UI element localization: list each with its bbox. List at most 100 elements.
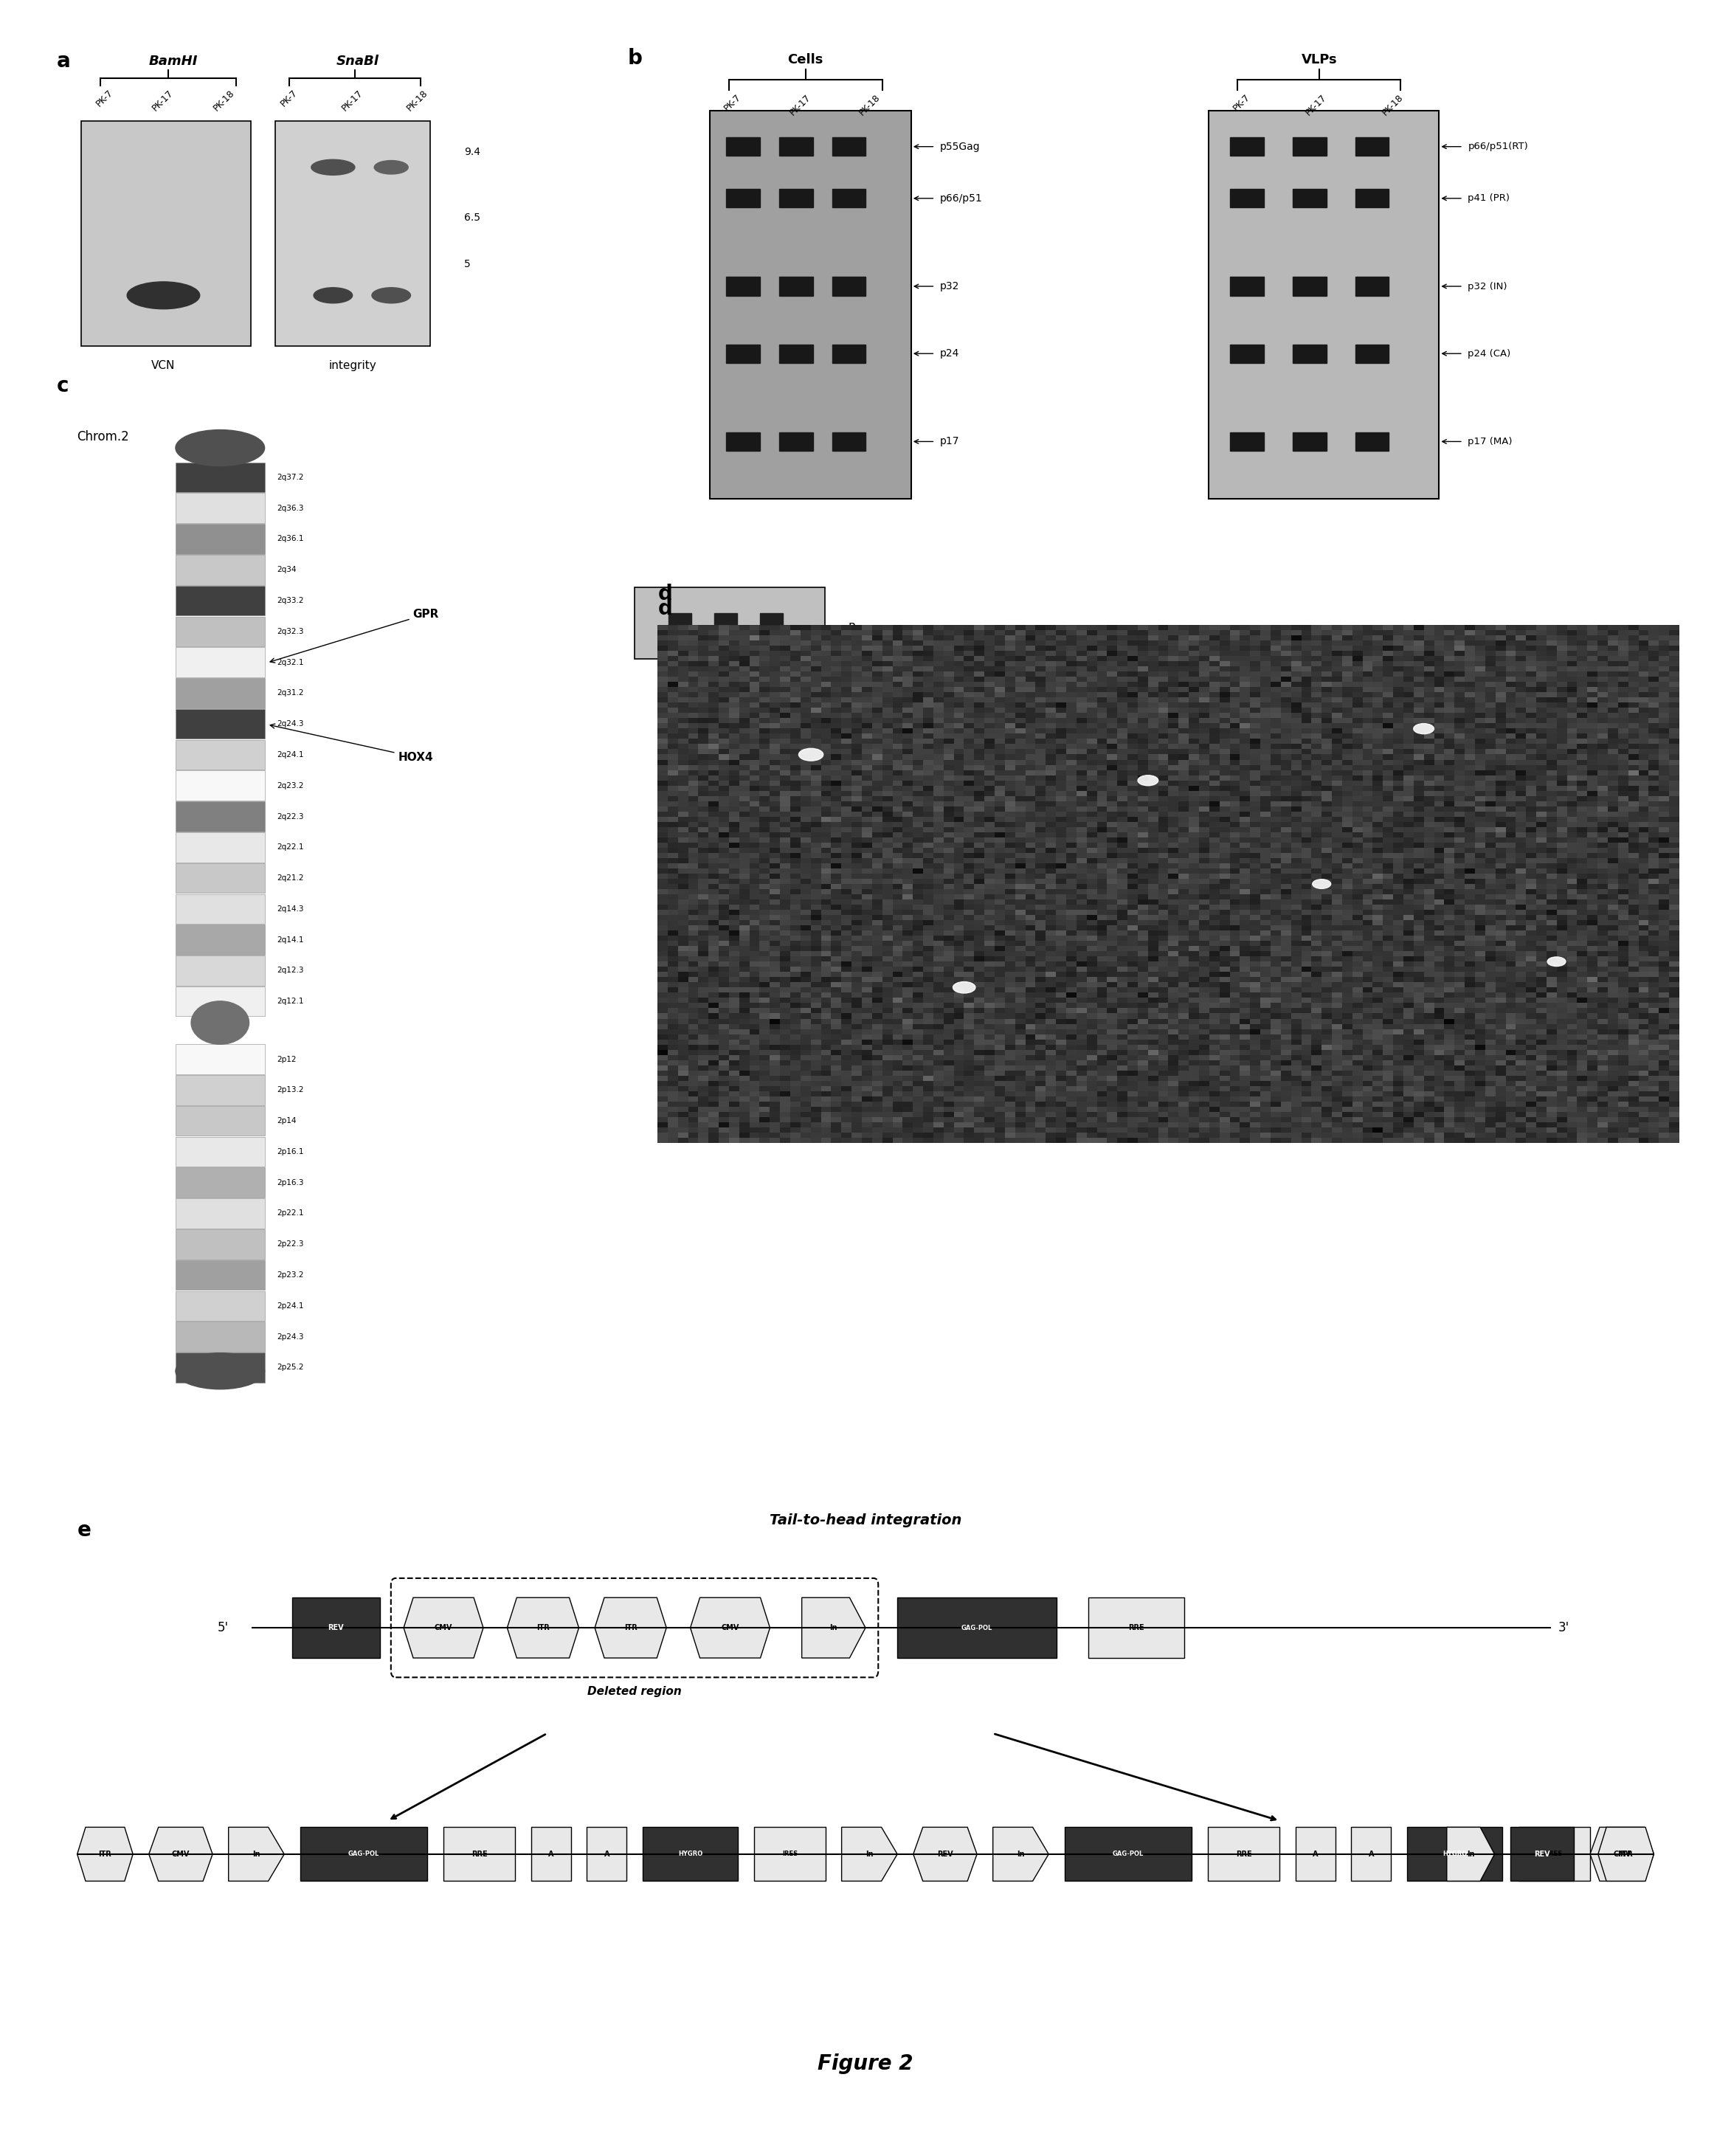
Text: PK-17: PK-17: [339, 88, 365, 112]
Text: 2p16.3: 2p16.3: [277, 1179, 305, 1186]
Text: GAG-POL: GAG-POL: [348, 1850, 379, 1858]
FancyBboxPatch shape: [1065, 1828, 1193, 1880]
Text: GAG-POL: GAG-POL: [961, 1623, 992, 1632]
Bar: [175, 1136, 265, 1166]
Text: 2q22.1: 2q22.1: [277, 843, 305, 852]
Text: p24: p24: [940, 349, 959, 358]
Text: ITR: ITR: [625, 1623, 637, 1632]
Text: 2q24.1: 2q24.1: [277, 750, 305, 759]
Text: 2p22.1: 2p22.1: [277, 1210, 305, 1218]
Text: 2q21.2: 2q21.2: [277, 875, 305, 882]
Bar: [1293, 190, 1326, 207]
Ellipse shape: [175, 1354, 265, 1388]
FancyBboxPatch shape: [1511, 1828, 1573, 1880]
Bar: [175, 925, 265, 955]
Bar: [779, 190, 814, 207]
Text: p66/p51(RT): p66/p51(RT): [1468, 142, 1528, 151]
FancyBboxPatch shape: [642, 1828, 737, 1880]
Text: RRE: RRE: [1236, 1850, 1252, 1858]
Ellipse shape: [313, 287, 353, 304]
Text: 2p24.1: 2p24.1: [277, 1302, 305, 1309]
FancyBboxPatch shape: [1089, 1598, 1184, 1658]
Text: 2q34: 2q34: [277, 567, 296, 573]
Bar: [779, 138, 814, 155]
Text: PK-17: PK-17: [1303, 93, 1329, 116]
Text: REV: REV: [936, 1850, 954, 1858]
Text: 2q22.3: 2q22.3: [277, 813, 305, 819]
Bar: [668, 614, 692, 642]
Bar: [175, 1291, 265, 1322]
Bar: [175, 1106, 265, 1136]
Text: HOX4: HOX4: [270, 724, 433, 763]
Bar: [175, 617, 265, 647]
FancyBboxPatch shape: [299, 1828, 428, 1880]
FancyBboxPatch shape: [635, 586, 826, 660]
Circle shape: [1414, 724, 1433, 733]
Bar: [1231, 345, 1264, 362]
Text: A: A: [604, 1850, 609, 1858]
Bar: [1293, 345, 1326, 362]
Text: p41 (PR): p41 (PR): [1468, 194, 1509, 203]
FancyBboxPatch shape: [275, 121, 429, 345]
Text: p32: p32: [940, 280, 959, 291]
Text: Cells: Cells: [788, 54, 824, 67]
FancyBboxPatch shape: [1407, 1828, 1503, 1880]
Bar: [175, 895, 265, 925]
Text: Deleted region: Deleted region: [587, 1686, 682, 1697]
Text: d: d: [658, 597, 672, 619]
Text: p17: p17: [940, 436, 959, 446]
Bar: [727, 138, 760, 155]
FancyBboxPatch shape: [710, 110, 911, 498]
FancyBboxPatch shape: [897, 1598, 1056, 1658]
Text: A: A: [1312, 1850, 1317, 1858]
Bar: [175, 524, 265, 554]
Bar: [175, 740, 265, 770]
Text: p17 (MA): p17 (MA): [1468, 438, 1513, 446]
FancyBboxPatch shape: [587, 1828, 627, 1880]
Text: In: In: [1016, 1850, 1025, 1858]
FancyBboxPatch shape: [1208, 1828, 1279, 1880]
Text: 2q12.1: 2q12.1: [277, 998, 305, 1005]
Text: 2q12.3: 2q12.3: [277, 966, 305, 975]
FancyBboxPatch shape: [1208, 110, 1438, 498]
Text: PK-7: PK-7: [722, 93, 743, 112]
Text: PK-7: PK-7: [1231, 93, 1252, 112]
Text: ITR: ITR: [1620, 1850, 1632, 1858]
Bar: [175, 586, 265, 617]
Text: CMV: CMV: [434, 1623, 452, 1632]
Bar: [727, 345, 760, 362]
Text: p66/p51: p66/p51: [940, 194, 983, 203]
Ellipse shape: [126, 282, 199, 308]
Bar: [175, 554, 265, 584]
Text: A: A: [1369, 1850, 1374, 1858]
FancyBboxPatch shape: [531, 1828, 571, 1880]
Polygon shape: [507, 1598, 578, 1658]
FancyBboxPatch shape: [1352, 1828, 1392, 1880]
Text: Figure 2: Figure 2: [817, 2053, 914, 2074]
Ellipse shape: [190, 1000, 249, 1044]
Bar: [175, 1259, 265, 1289]
Circle shape: [1312, 880, 1331, 888]
Bar: [833, 431, 866, 451]
Text: PK-7: PK-7: [93, 88, 114, 108]
Text: Rev: Rev: [848, 623, 869, 634]
Bar: [1231, 138, 1264, 155]
Text: PK-18: PK-18: [211, 88, 235, 112]
Bar: [779, 431, 814, 451]
FancyBboxPatch shape: [1518, 1828, 1591, 1880]
Bar: [175, 862, 265, 893]
Text: 2q36.3: 2q36.3: [277, 505, 305, 511]
Polygon shape: [78, 1828, 133, 1880]
Text: 2q14.3: 2q14.3: [277, 906, 305, 912]
Text: 2q36.1: 2q36.1: [277, 535, 305, 543]
Circle shape: [798, 748, 824, 761]
Circle shape: [1548, 957, 1567, 966]
Bar: [175, 1229, 265, 1259]
Polygon shape: [1598, 1828, 1653, 1880]
Text: e: e: [78, 1520, 92, 1542]
Bar: [1293, 138, 1326, 155]
Bar: [760, 614, 782, 642]
Circle shape: [954, 981, 975, 994]
Text: In: In: [253, 1850, 260, 1858]
Text: RRE: RRE: [471, 1850, 488, 1858]
